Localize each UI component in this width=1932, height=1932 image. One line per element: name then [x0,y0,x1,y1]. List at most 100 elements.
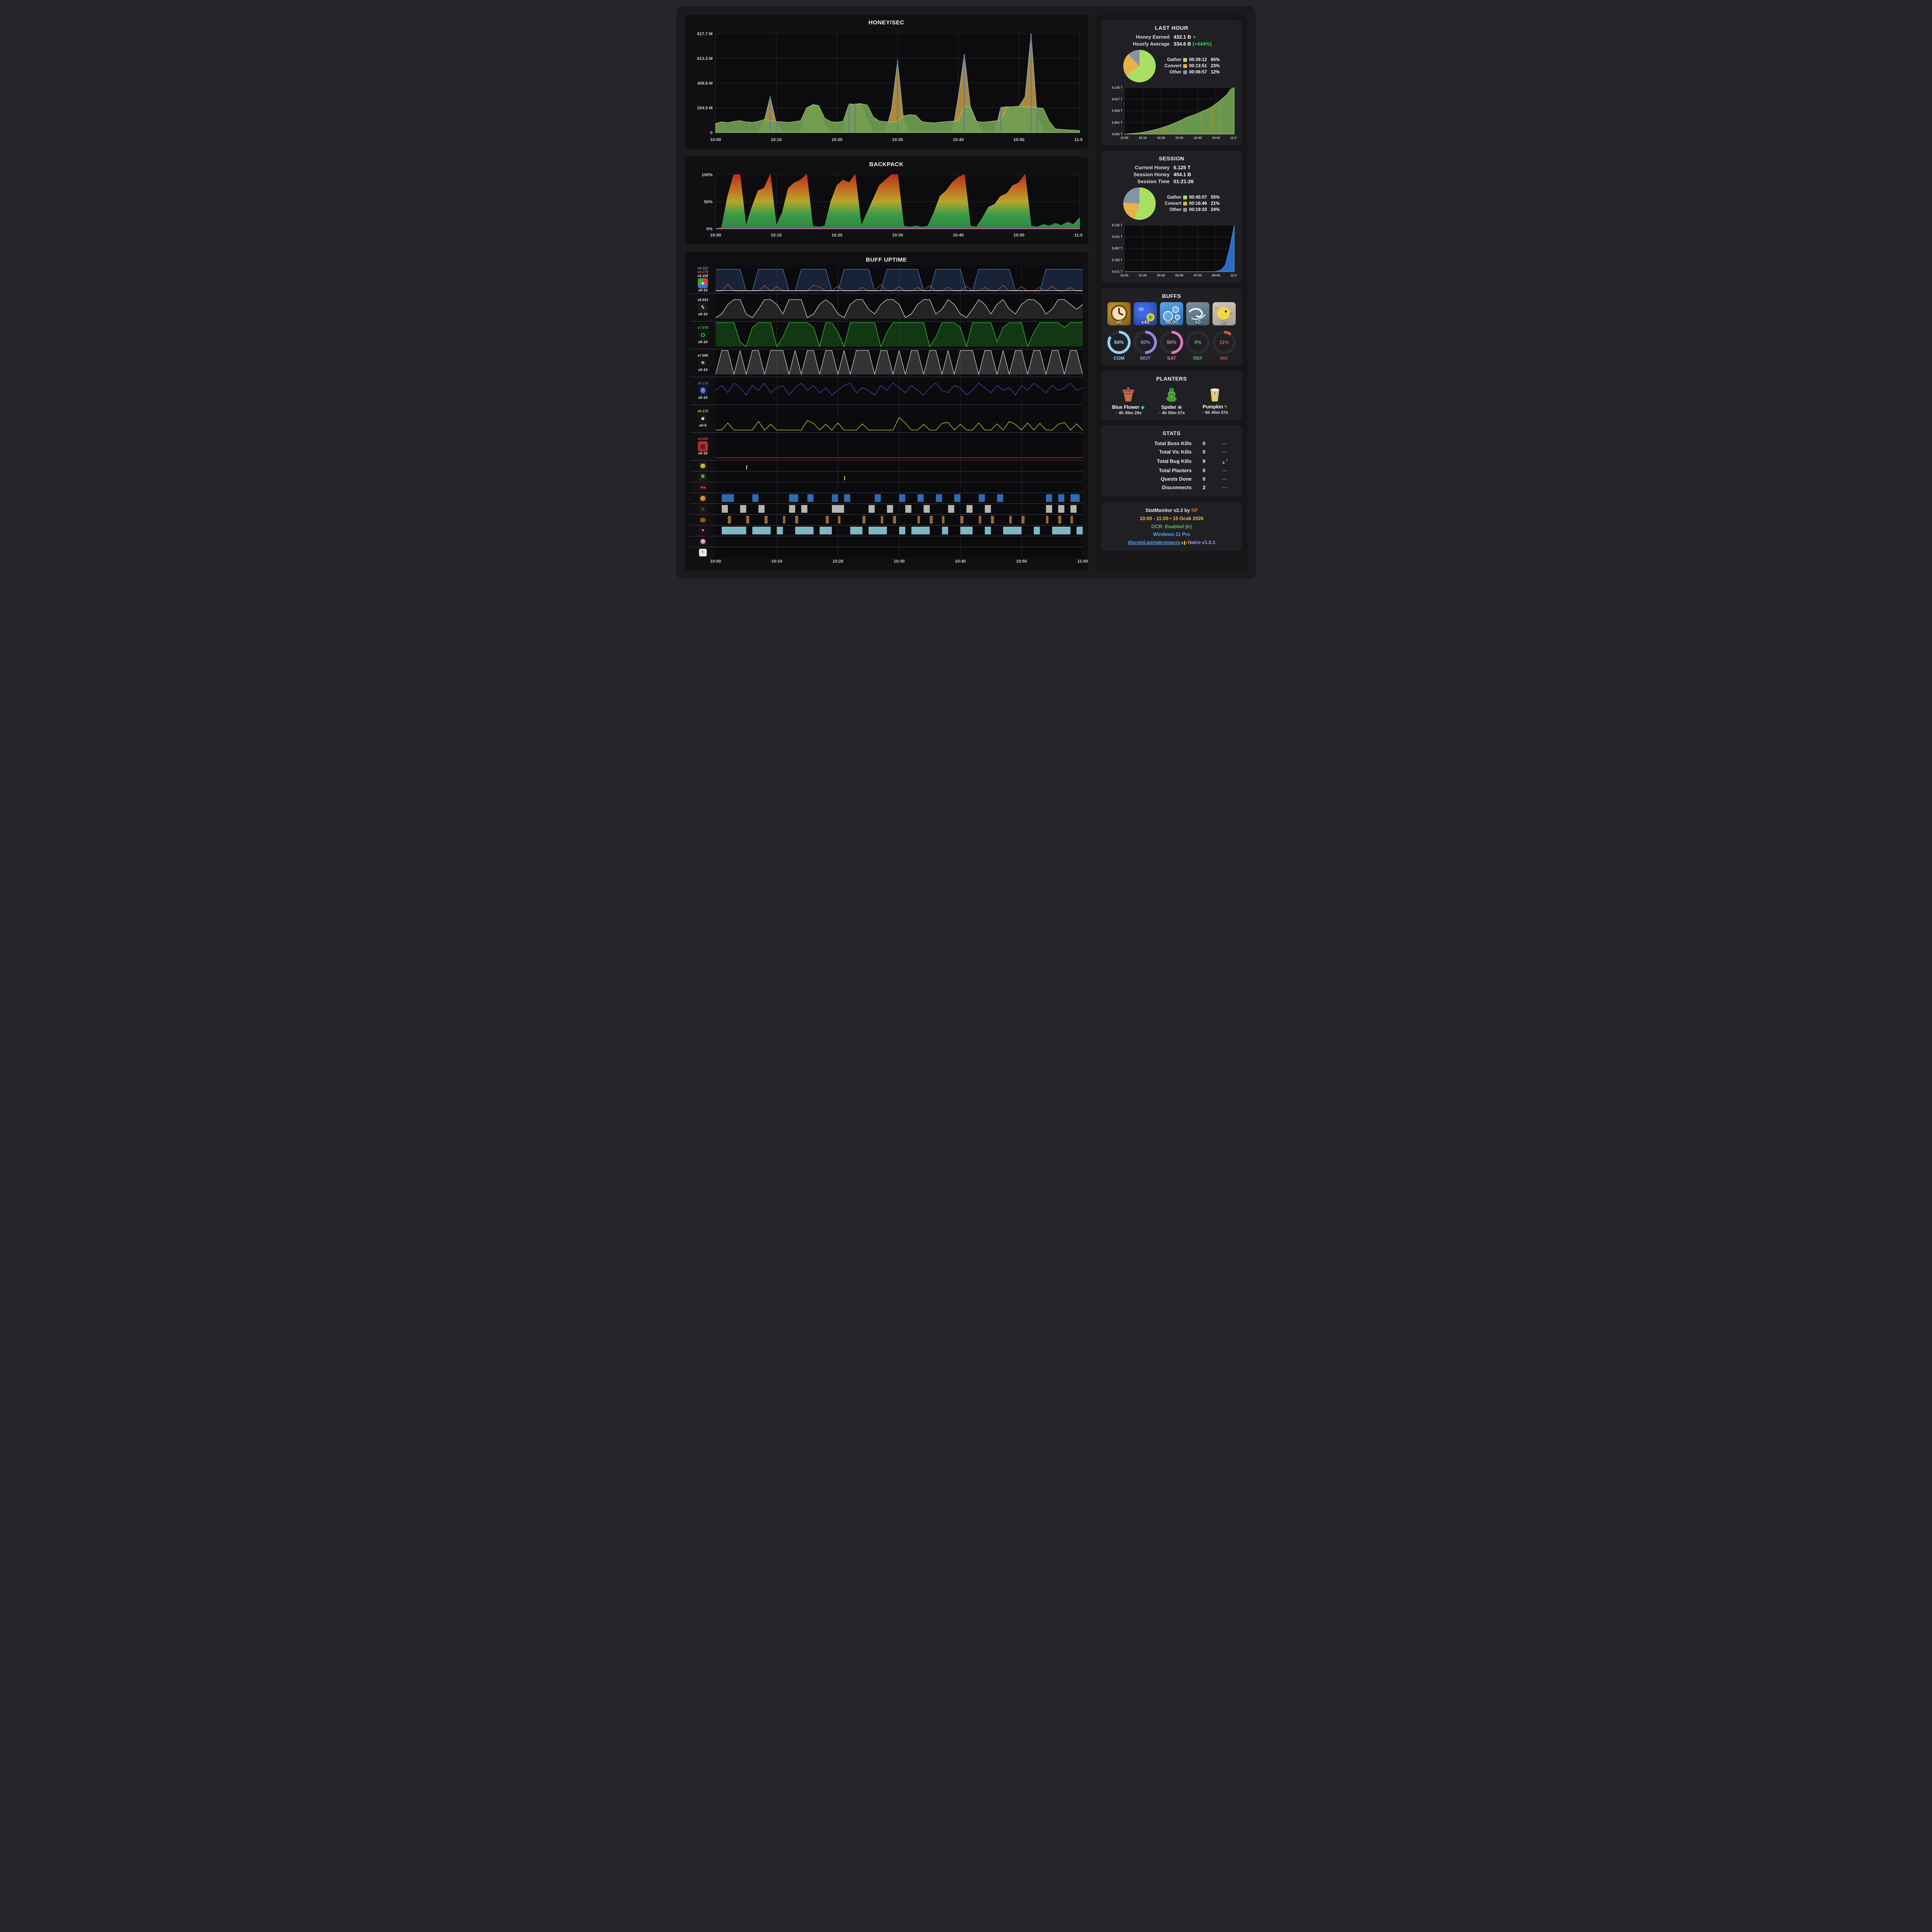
link-line: discord.gg/natromacro Natro v1.0.1 [1107,539,1236,547]
buff-row-gutter [690,482,716,493]
backpack-title: BACKPACK [869,161,904,168]
music-icon: ♪ [699,505,707,513]
axis-tick-label: 6.011 T [1112,235,1122,239]
buff-row-chart [716,294,1083,321]
gauge-value: 11% [1215,333,1233,352]
runner-icon: ϟ [698,302,708,312]
legend-percent: 23% [1211,64,1220,68]
axis-tick-label: 10:00 [710,233,721,238]
buff-row-gutter [690,515,716,525]
legend-row-gather: Gather 00:45:07 55% [1161,195,1219,200]
buff-stack-label: x6.00 [1165,319,1178,325]
axis-tick-label: 07:00 [1194,274,1202,277]
buff-range-label: x0-10 [698,396,708,400]
ocr-label: OCR: [1151,524,1164,529]
last-hour-title: LAST HOUR [1155,25,1189,31]
stats-rows: Total Boss Kills 0— Total Vic Kills 0— Total… [1107,439,1236,492]
buff-row-gutter: ✎ [690,547,716,558]
axis-tick-label: 10:40 [955,559,966,564]
legend-percent: 12% [1211,70,1220,75]
axis-tick-label: 10:50 [1016,559,1027,564]
axis-tick-label: 817.7 M [697,32,713,36]
stat-row-total-boss-kills: Total Boss Kills 0 — [1107,439,1236,448]
gauge-label: SAT [1167,355,1176,361]
discord-link[interactable]: discord.gg/natromacro [1128,539,1180,545]
red-pot-icon [1107,385,1150,403]
axis-tick-label: 10:00 [710,138,721,142]
balloon-shape [700,388,706,394]
pink-bee-icon [699,537,707,546]
stat-delta: ▲7 [1213,456,1236,466]
planters-panel: PLANTERS Blue Flower ◆ ◔ 4h 39m 29s Spider… [1101,371,1242,420]
buff-row-chart [716,547,1083,558]
axis-tick-label: 01:00 [1139,274,1147,277]
buff-rows: x9.112 x0.279 x0.152 + x0-10 x5.913 ϟ x0-10 x7.9… [690,265,1083,558]
axis-tick-label: 0 [710,131,713,135]
buff-gauges: 84% COM 50% MOT 50% SAT 0% REF 11% INV [1107,331,1236,361]
axis-tick-label: 10:30 [1175,136,1184,139]
stat-value: 0 [1202,468,1206,474]
wind-buff-tile: x0 [1186,302,1209,326]
buff-multiplier-label: x7.686 [697,354,708,357]
buff-row-chart [716,482,1083,493]
gauge-ring: 0% [1186,331,1209,354]
buff-row-burst: x7.686 ☀ x0-10 [690,349,1083,377]
planter-name: Blue Flower ◆ [1112,405,1145,410]
axis-tick-label: 5.908 T [1112,109,1123,113]
buff-row-gutter [690,536,716,547]
axis-tick-label: 10:50 [1212,136,1220,139]
axis-tick-label: 0% [706,227,713,231]
axis-tick-label: 11:00 [1230,136,1236,139]
honey-per-sec-chart: 817.7 M 613.3 M 408.8 M 204.5 M 0 10:00 10:10 1… [690,28,1083,144]
hourly-average-delta: (+444%) [1192,41,1212,47]
plus-badge-icon: + [698,278,708,288]
fruit-icon [699,483,707,492]
gauge-ring: 50% [1160,331,1183,354]
increase-arrow-icon: ▲7 [1221,459,1228,465]
honey-per-sec-panel: HONEY/SEC 817.7 M 613.3 M 408.8 M 204.5 M 0 1… [685,15,1088,149]
converter-icon: ▦ [698,441,708,451]
backpack-panel: BACKPACK 100% 50% 0% 10:00 10:10 10:20 10:30 10… [685,156,1088,244]
bear-icon [699,516,707,524]
author: SP [1191,508,1198,514]
heart-icon: ♥ [699,527,707,535]
increase-arrow-icon: ▲ [1192,35,1197,39]
axis-tick-label: 09:00 [1212,274,1220,277]
app-version: StatMonitor v2.3 by [1145,508,1190,514]
stat-value: 0 [1202,440,1206,447]
buff-row-mark: x9.112 x0.279 x0.152 + x0-10 [690,265,1083,293]
hourly-average-value: 334.6 B (+444%) [1173,41,1212,47]
buff-row-quill: ✎ [690,547,1083,558]
last-hour-panel: LAST HOUR Honey Earned 432.1 B ▲ Hourly … [1101,20,1242,146]
buff-stack-label: x0 [1116,319,1122,325]
ocr-status: Enabled (tr) [1165,524,1192,529]
legend-name: Convert [1165,201,1182,206]
gauge-ref: 0% REF [1185,331,1210,361]
backpack-chart: 100% 50% 0% 10:00 10:10 10:20 10:30 10:40 10:50 1… [690,170,1083,240]
axis-tick-label: 10:20 [832,233,842,238]
stat-delta: — [1213,439,1236,448]
buff-row-vortex [690,493,1083,503]
buff-tiles: x0 x40 x6.00 x0 x0 [1107,302,1236,326]
axis-tick-label: 5.897 T [1112,247,1123,250]
droplet-icon: ◆ [1141,405,1145,410]
buff-row-chart [716,377,1083,405]
buff-row-gutter: ✿ [690,471,716,482]
clock-buff-tile: x0 [1107,302,1131,326]
legend-name: Gather [1167,195,1182,200]
buff-row-chart [716,515,1083,525]
planters-title: PLANTERS [1156,376,1187,382]
session-honey-value: 454.1 B [1173,172,1191,178]
buff-row-chart [716,493,1083,503]
legend-name: Other [1169,70,1182,75]
star-icon: ★ [698,413,708,423]
legend-row-gather: Gather 00:39:12 65% [1161,58,1219,62]
gauge-ring: 11% [1213,331,1236,354]
stat-label: Disconnects [1162,485,1192,491]
stat-value: 2 [1202,485,1206,491]
buff-row-chart [716,405,1083,432]
stat-row-disconnects: Disconnects 2 — [1107,483,1236,492]
stat-label: Quests Done [1160,476,1192,482]
legend-row-convert: Convert 00:16:46 21% [1161,201,1219,206]
